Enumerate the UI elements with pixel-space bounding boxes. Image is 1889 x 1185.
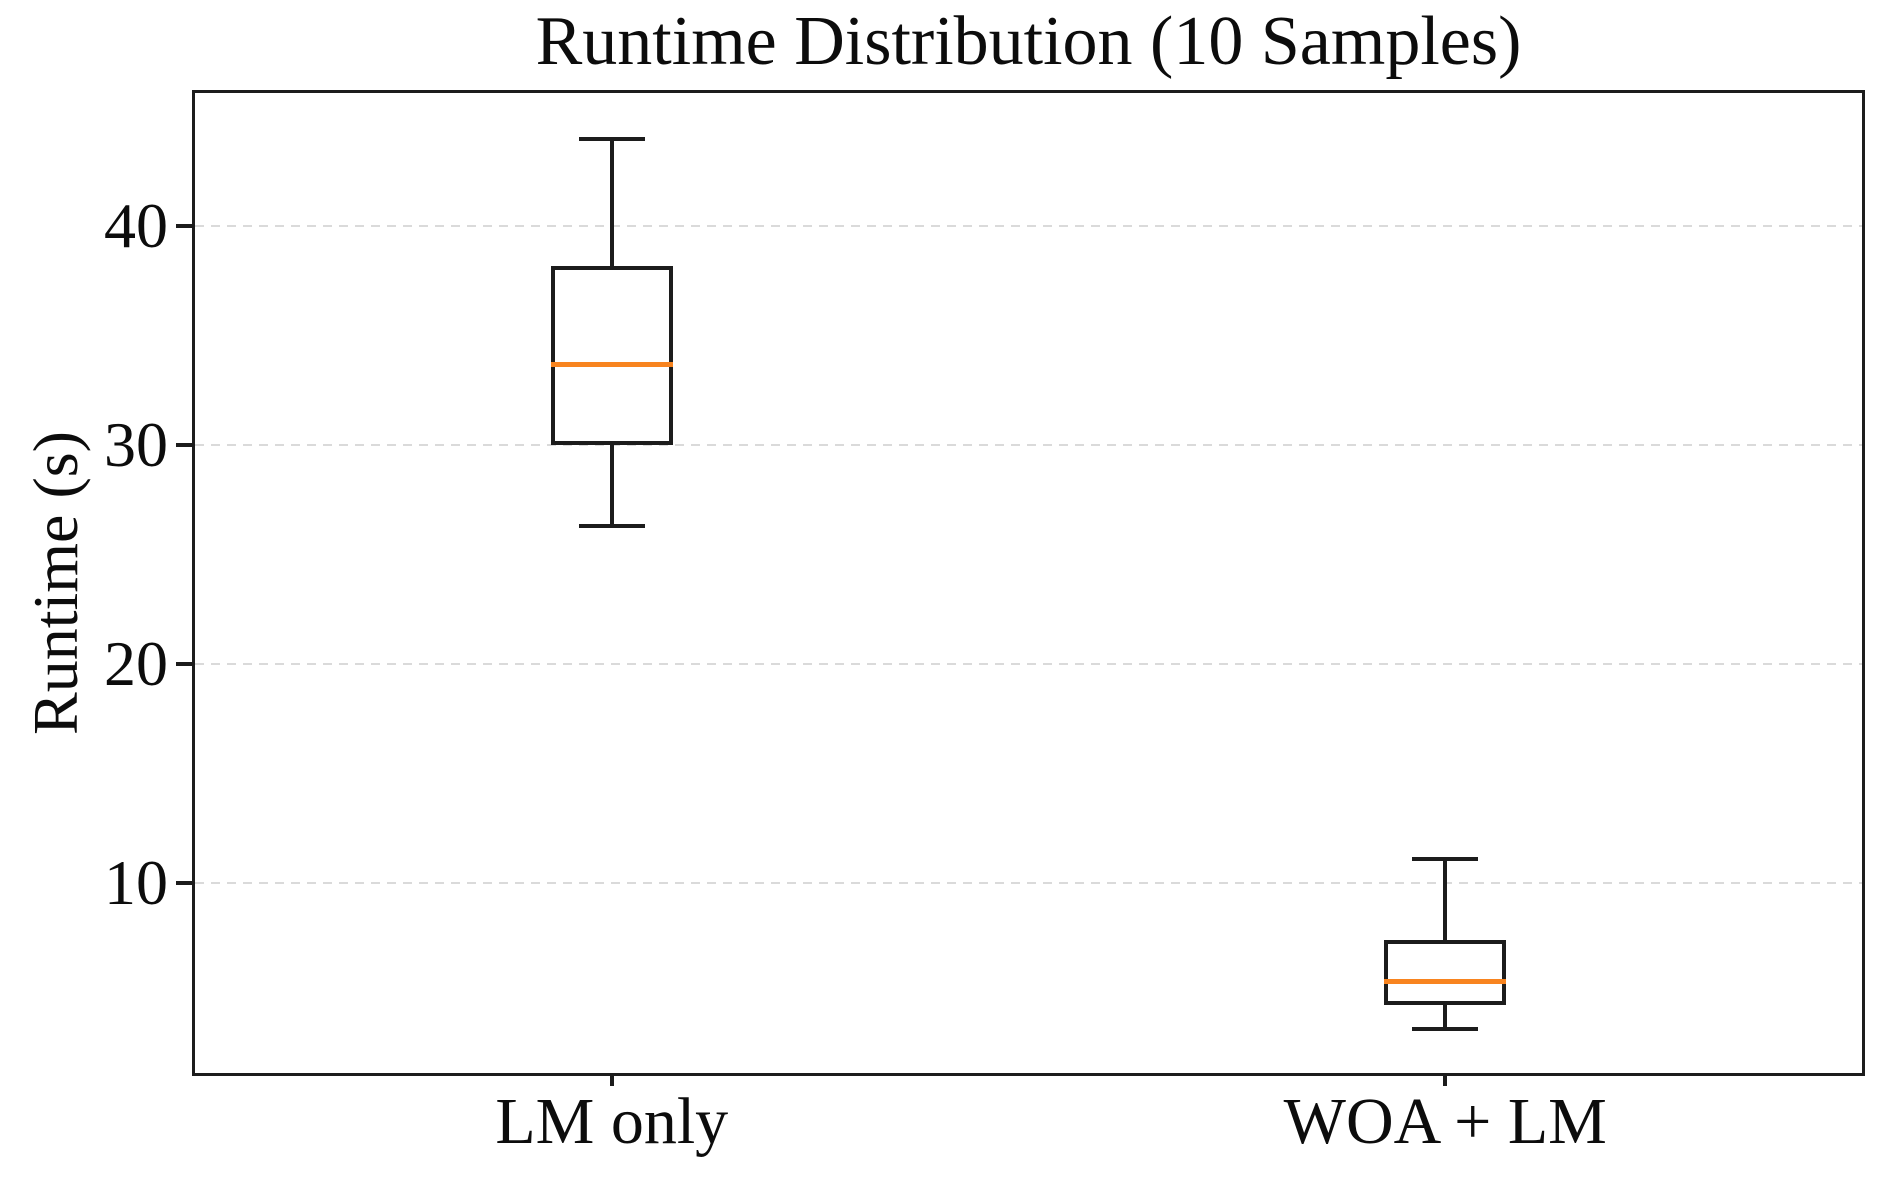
y-tick-mark (176, 661, 192, 666)
whisker-line-lower (609, 445, 614, 527)
whisker-cap-min (1412, 1027, 1479, 1032)
y-tick-label: 10 (104, 846, 168, 918)
y-tick-label: 30 (104, 409, 168, 481)
whisker-cap-max (1412, 856, 1479, 861)
whisker-line-upper (609, 138, 614, 266)
y-tick-mark (176, 224, 192, 229)
chart-title: Runtime Distribution (10 Samples) (535, 3, 1522, 80)
gridline (195, 662, 1862, 665)
gridline (195, 881, 1862, 884)
box-rect (550, 265, 673, 446)
box-rect (1384, 939, 1507, 1006)
gridline (195, 444, 1862, 447)
whisker-line-lower (1443, 1005, 1448, 1030)
y-tick-label: 40 (104, 190, 168, 262)
whisker-cap-min (578, 524, 645, 529)
gridline (195, 225, 1862, 228)
whisker-cap-max (578, 136, 645, 141)
y-tick-mark (176, 880, 192, 885)
x-tick-mark (1443, 1073, 1448, 1086)
y-tick-label: 20 (104, 627, 168, 699)
x-tick-mark (609, 1073, 614, 1086)
median-line (550, 361, 673, 367)
plot-area: 10 20 30 40 LM only WOA + LM (104, 90, 1865, 1155)
x-tick-label: WOA + LM (1283, 1085, 1607, 1158)
median-line (1384, 978, 1507, 984)
x-tick-label: LM only (495, 1085, 729, 1158)
whisker-line-upper (1443, 858, 1448, 940)
y-tick-mark (176, 443, 192, 448)
